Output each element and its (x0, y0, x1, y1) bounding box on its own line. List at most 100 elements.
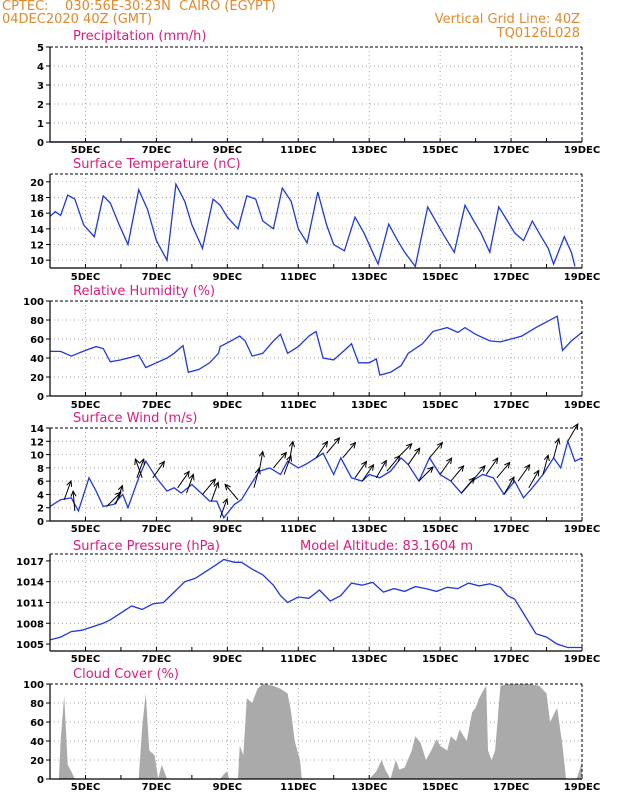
y-tick-label: 3 (37, 81, 44, 92)
series-line (49, 439, 583, 519)
wind-arrow-head (66, 479, 73, 487)
wind-arrow-head (554, 437, 561, 445)
wind-arrow (361, 464, 374, 482)
x-tick-label: 9DEC (213, 145, 242, 156)
y-tick-label: 2 (37, 504, 44, 515)
wind-arrow-head (405, 442, 413, 450)
wind-arrow (517, 464, 531, 482)
wind-arrow-head (288, 440, 295, 448)
wind-arrow-head (224, 483, 231, 491)
panel-title: Precipitation (mm/h) (73, 29, 206, 44)
wind-arrow (386, 455, 401, 472)
x-tick-label: 5DEC (71, 400, 100, 411)
header-vertical-grid-note: Vertical Grid Line: 40Z (434, 12, 580, 27)
y-tick-label: 1011 (16, 599, 44, 610)
y-tick-label: 0 (37, 517, 44, 528)
y-tick-label: 20 (30, 373, 44, 384)
x-tick-label: 7DEC (142, 272, 171, 283)
wind-arrow (407, 447, 421, 465)
x-tick-label: 7DEC (142, 782, 171, 793)
y-tick-label: 10 (30, 451, 44, 462)
wind-arrow (354, 461, 367, 479)
wind-arrow (418, 466, 434, 482)
wind-arrow-head (280, 451, 288, 459)
series-line (49, 558, 582, 649)
x-tick-label: 19DEC (564, 145, 600, 156)
wind-arrow (202, 478, 216, 495)
y-tick-label: 40 (30, 737, 44, 748)
x-tick-label: 9DEC (213, 400, 242, 411)
wind-arrow-head (436, 441, 444, 449)
wind-arrow-head (70, 489, 77, 497)
wind-arrow-head (115, 491, 122, 499)
x-tick-label: 13DEC (351, 654, 387, 665)
wind-arrow (258, 451, 264, 472)
x-tick-label: 7DEC (142, 145, 171, 156)
x-tick-label: 17DEC (493, 145, 529, 156)
wind-arrow (253, 468, 260, 488)
y-tick-label: 1 (37, 119, 44, 130)
wind-arrow-head (368, 463, 375, 471)
header-station: CPTEC: 030:56E-30:23N CAIRO (EGYPT) (2, 0, 276, 14)
wind-arrow-head (504, 461, 511, 469)
wind-arrow (342, 442, 356, 459)
x-tick-label: 15DEC (422, 654, 458, 665)
y-tick-label: 20 (30, 178, 44, 189)
wind-arrow-head (457, 464, 465, 472)
x-tick-label: 5DEC (71, 272, 100, 283)
y-tick-label: 20 (30, 756, 44, 767)
wind-arrow (485, 457, 499, 475)
x-tick-label: 15DEC (422, 272, 458, 283)
x-tick-label: 17DEC (493, 524, 529, 535)
wind-arrow-head (258, 450, 265, 458)
y-tick-label: 40 (30, 354, 44, 365)
y-tick-label: 1014 (16, 578, 44, 589)
y-tick-label: 1017 (16, 557, 44, 568)
header-run-time: 04DEC2020 40Z (GMT) (2, 12, 153, 27)
wind-arrow-head (361, 460, 368, 468)
wind-arrow (152, 461, 165, 479)
x-tick-label: 5DEC (71, 654, 100, 665)
y-tick-label: 18 (30, 194, 44, 205)
y-tick-label: 60 (30, 335, 44, 346)
x-tick-label: 5DEC (71, 782, 100, 793)
y-tick-label: 14 (30, 225, 44, 236)
y-tick-label: 60 (30, 718, 44, 729)
wind-arrow (115, 485, 123, 505)
y-tick-label: 0 (37, 138, 44, 149)
y-tick-label: 16 (30, 209, 44, 220)
wind-arrow (439, 457, 453, 475)
y-tick-label: 12 (30, 437, 44, 448)
wind-arrow-head (139, 457, 145, 466)
wind-arrow (567, 423, 579, 442)
wind-arrow (106, 491, 122, 507)
x-tick-label: 5DEC (71, 145, 100, 156)
wind-arrow-head (286, 454, 293, 462)
y-tick-label: 2 (37, 100, 44, 111)
wind-arrow (210, 482, 219, 502)
y-tick-label: 4 (37, 62, 44, 73)
wind-arrow-head (183, 470, 190, 478)
x-tick-label: 13DEC (351, 272, 387, 283)
wind-arrow-head (492, 457, 499, 465)
y-tick-label: 1008 (16, 619, 44, 630)
wind-arrow-head (524, 463, 531, 471)
wind-arrow (503, 476, 515, 495)
wind-arrow-head (349, 441, 357, 449)
wind-arrow-head (213, 481, 220, 489)
wind-arrow (288, 441, 294, 462)
y-tick-label: 100 (23, 297, 44, 308)
y-tick-label: 0 (37, 392, 44, 403)
wind-arrow-head (254, 467, 261, 475)
wind-arrow (542, 455, 549, 475)
wind-arrow-head (134, 457, 141, 466)
y-tick-label: 14 (30, 424, 44, 435)
wind-arrow (219, 498, 228, 518)
wind-arrow (63, 480, 72, 500)
wind-arrow-head (333, 437, 341, 444)
y-tick-label: 5 (37, 43, 44, 54)
wind-arrow (136, 458, 145, 478)
panel-title: Cloud Cover (%) (73, 667, 179, 682)
panel-subtitle: Model Altitude: 83.1604 m (300, 539, 473, 554)
